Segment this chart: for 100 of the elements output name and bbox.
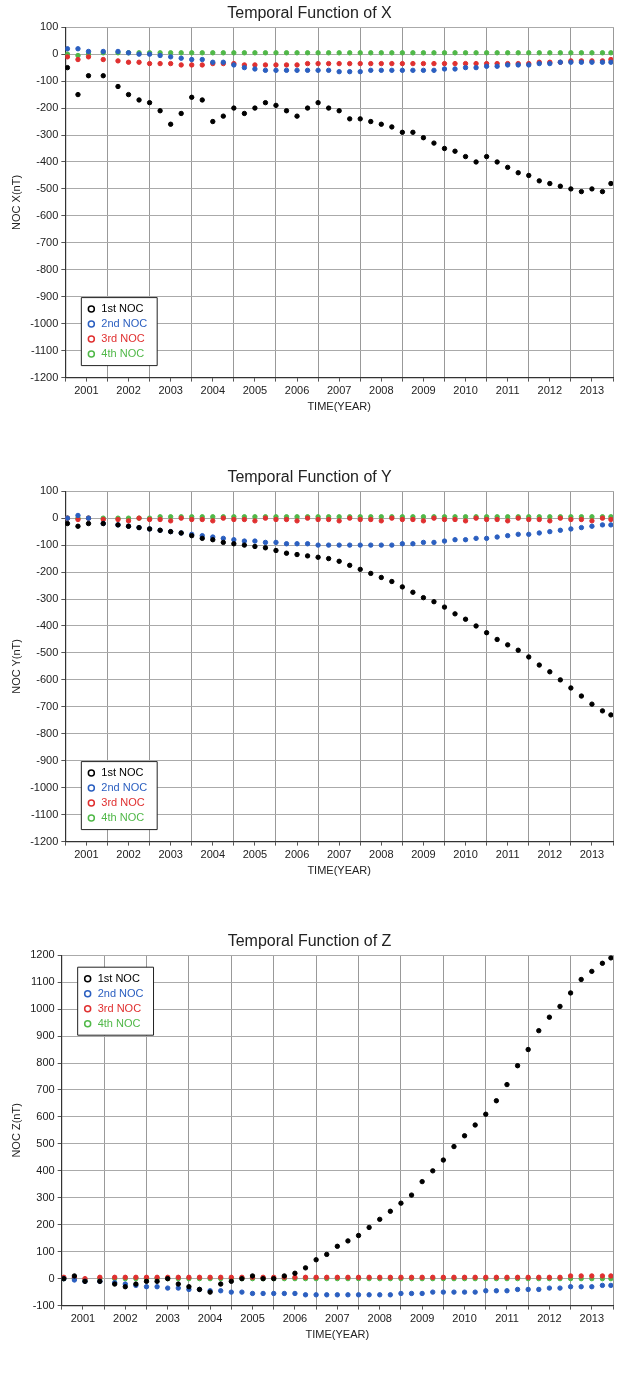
x-tick-label: 2005	[242, 848, 268, 861]
y-tick-label: -700	[36, 699, 59, 712]
y-tick-label: -700	[36, 235, 59, 248]
y-tick-label: 500	[36, 1136, 55, 1149]
y-tick-label: 0	[48, 1271, 55, 1284]
y-tick-label: -100	[36, 74, 59, 87]
y-tick-label: -1200	[30, 370, 59, 383]
x-tick-label: 2013	[579, 1312, 605, 1325]
legend-label: 3rd NOC	[97, 1001, 142, 1014]
y-tick-label: -200	[36, 101, 59, 114]
x-tick-label: 2005	[242, 384, 268, 397]
legend-label: 1st NOC	[101, 766, 144, 779]
x-tick-label: 2011	[495, 848, 520, 861]
y-tick-label: -800	[36, 262, 59, 275]
y-tick-label: -100	[36, 538, 59, 551]
y-tick-label: 1200	[30, 948, 55, 961]
chart-title: Temporal Function of Y	[227, 468, 392, 486]
x-tick-label: 2012	[537, 384, 563, 397]
y-tick-label: -400	[36, 619, 59, 631]
chart-title: Temporal Function of X	[227, 4, 393, 22]
legend-label: 2nd NOC	[97, 986, 144, 999]
y-tick-label: 700	[36, 1083, 55, 1095]
x-tick-label: 2007	[326, 848, 352, 861]
x-tick-label: 2005	[240, 1312, 265, 1325]
y-tick-label: 100	[36, 1244, 55, 1257]
y-axis-title: NOC X(nT)	[9, 174, 22, 230]
y-tick-label: -900	[36, 289, 59, 302]
y-tick-label: -200	[36, 565, 59, 578]
y-tick-label: 600	[36, 1109, 55, 1122]
y-tick-label: -500	[36, 181, 59, 194]
y-tick-label: -1000	[30, 316, 59, 329]
y-tick-label: -600	[36, 672, 59, 685]
x-tick-label: 2012	[537, 1312, 562, 1325]
x-axis-title: TIME(YEAR)	[307, 864, 371, 877]
x-tick-label: 2001	[74, 848, 99, 861]
x-tick-label: 2001	[74, 384, 99, 397]
y-tick-label: 800	[36, 1056, 55, 1069]
legend-label: 1st NOC	[97, 971, 140, 984]
y-tick-label: -900	[36, 753, 59, 766]
y-tick-label: 300	[36, 1190, 55, 1203]
y-tick-label: -1000	[30, 780, 59, 793]
legend-label: 4th NOC	[97, 1016, 141, 1029]
x-tick-label: 2010	[452, 1312, 477, 1325]
y-tick-label: -500	[36, 645, 59, 658]
x-tick-label: 2011	[495, 384, 520, 397]
x-tick-label: 2002	[116, 848, 141, 861]
x-tick-label: 2007	[326, 384, 352, 397]
y-tick-label: 0	[52, 47, 59, 60]
y-tick-label: 200	[36, 1217, 55, 1230]
legend-label: 4th NOC	[101, 811, 145, 824]
x-axis-title: TIME(YEAR)	[305, 1328, 370, 1341]
x-tick-label: 2008	[367, 1312, 392, 1325]
legend-label: 1st NOC	[101, 302, 144, 315]
x-tick-label: 2003	[155, 1312, 180, 1325]
y-tick-label: 100	[39, 20, 59, 33]
x-tick-label: 2009	[409, 1312, 435, 1325]
x-tick-label: 2011	[495, 1312, 519, 1325]
x-tick-label: 2012	[537, 848, 563, 861]
y-tick-label: 1000	[30, 1002, 55, 1015]
y-tick-label: 400	[36, 1163, 55, 1176]
x-tick-label: 2008	[369, 384, 394, 397]
y-tick-label: 1100	[31, 975, 55, 988]
y-tick-label: -800	[36, 726, 59, 739]
y-tick-label: -300	[36, 592, 59, 605]
x-tick-label: 2006	[282, 1312, 308, 1325]
y-tick-label: 100	[39, 484, 59, 497]
y-tick-label: -600	[36, 208, 59, 221]
legend-label: 3rd NOC	[101, 796, 145, 809]
x-tick-label: 2004	[200, 384, 226, 397]
legend-label: 2nd NOC	[101, 317, 148, 330]
legend-label: 4th NOC	[101, 347, 145, 360]
y-axis-title: NOC Z(nT)	[9, 1103, 22, 1158]
x-tick-label: 2004	[200, 848, 226, 861]
y-tick-label: -400	[36, 155, 59, 167]
x-tick-label: 2013	[579, 848, 605, 861]
legend-label: 2nd NOC	[101, 781, 148, 794]
x-tick-label: 2013	[579, 384, 605, 397]
x-tick-label: 2003	[158, 384, 183, 397]
y-tick-label: -1200	[30, 834, 59, 847]
y-tick-label: 0	[52, 511, 59, 524]
legend-label: 3rd NOC	[101, 332, 145, 345]
x-tick-label: 2010	[453, 848, 478, 861]
y-tick-label: 900	[36, 1029, 55, 1042]
y-tick-label: -100	[32, 1298, 55, 1311]
x-tick-label: 2001	[70, 1312, 96, 1325]
y-tick-label: -1100	[31, 343, 59, 356]
x-tick-label: 2002	[116, 384, 141, 397]
x-tick-label: 2009	[411, 848, 436, 861]
x-tick-label: 2002	[113, 1312, 138, 1325]
x-axis-title: TIME(YEAR)	[307, 400, 371, 413]
x-tick-label: 2008	[369, 848, 394, 861]
y-tick-label: -1100	[31, 807, 59, 820]
y-axis-title: NOC Y(nT)	[9, 638, 22, 694]
x-tick-label: 2009	[411, 384, 436, 397]
chart-title: Temporal Function of Z	[227, 932, 392, 950]
x-tick-label: 2007	[325, 1312, 350, 1325]
x-tick-label: 2006	[284, 384, 310, 397]
x-tick-label: 2006	[284, 848, 310, 861]
x-tick-label: 2004	[197, 1312, 223, 1325]
x-tick-label: 2003	[158, 848, 183, 861]
